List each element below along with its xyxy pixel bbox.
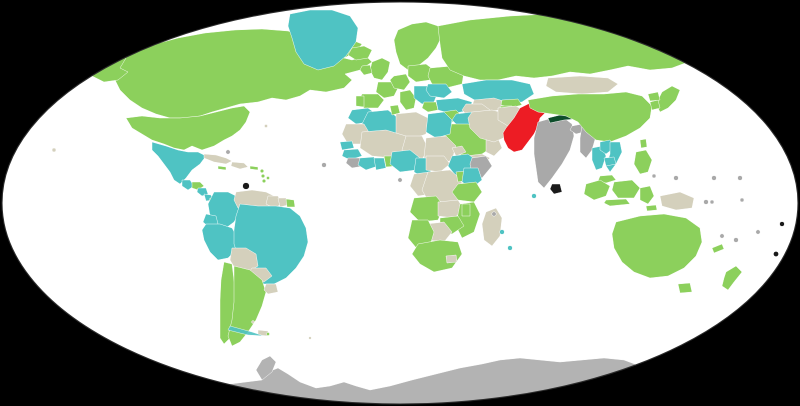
country-solomon-islands [703, 199, 709, 205]
country-greenland [287, 9, 359, 71]
country-philippines [633, 149, 653, 175]
country-jamaica [217, 165, 227, 171]
country-kazakhstan [461, 79, 535, 105]
country-cook-islands [779, 221, 785, 227]
country-tasmania [677, 282, 693, 294]
country-portugal [355, 95, 365, 108]
country-cambodia [603, 156, 617, 167]
country-tuvalu [739, 197, 745, 203]
country-indonesia-borneo [611, 179, 641, 199]
country-iceland [347, 45, 373, 61]
island-marker-c [251, 320, 255, 324]
country-puerto-rico [249, 165, 259, 171]
country-lesotho [445, 254, 458, 264]
country-ghana [373, 157, 387, 171]
island-south-georgia [227, 325, 265, 337]
country-nauru [709, 199, 715, 205]
country-ivory-coast [357, 156, 379, 171]
country-peru [201, 223, 239, 261]
country-cuba [203, 153, 233, 165]
country-indonesia-java [603, 198, 631, 207]
country-senegal-gambia [339, 140, 355, 151]
country-french-guiana [285, 198, 296, 208]
country-sri-lanka [549, 183, 563, 195]
region-north-america [83, 9, 373, 205]
country-sao-tome [397, 177, 403, 183]
country-china [527, 91, 653, 143]
country-taiwan [639, 138, 648, 149]
country-south-korea [649, 99, 661, 111]
country-ireland [359, 64, 373, 76]
country-eritrea [451, 145, 467, 157]
country-hispaniola [230, 161, 249, 170]
country-comoros [491, 211, 497, 217]
country-indonesia-sulawesi [639, 185, 655, 205]
country-united-states [125, 105, 251, 151]
region-africa [321, 104, 513, 273]
country-bermuda [264, 124, 268, 128]
region-east-southeast-asia [527, 85, 695, 212]
country-mongolia [545, 75, 619, 95]
country-micronesia [673, 175, 679, 181]
country-mexico [151, 141, 207, 185]
country-seychelles [499, 229, 505, 235]
island-marker-a [266, 332, 270, 336]
country-madagascar [481, 207, 503, 247]
country-italy [399, 89, 417, 111]
country-timor-leste [645, 204, 658, 212]
country-barbados [266, 176, 270, 180]
country-germany [389, 73, 411, 91]
country-uruguay [263, 283, 279, 295]
southern-islands [227, 320, 312, 340]
country-bahamas [225, 149, 231, 155]
country-australia [611, 213, 703, 279]
country-trinidad-and-tobago [242, 182, 250, 190]
country-hawaii-marker [51, 147, 57, 153]
country-argentina [227, 265, 267, 347]
country-dominica [260, 173, 266, 179]
country-south-africa [411, 239, 463, 273]
country-marshall-islands [711, 175, 717, 181]
country-angola [409, 195, 445, 223]
country-samoa [755, 229, 761, 235]
country-saint-lucia [261, 178, 267, 184]
region-oceania [51, 147, 785, 294]
island-marker-b [308, 336, 312, 340]
country-malawi [461, 203, 471, 217]
country-indonesia-sumatra [583, 179, 611, 201]
country-cape-verde [321, 162, 327, 168]
country-mauritius [507, 245, 513, 251]
country-egypt [425, 111, 453, 139]
country-fiji [733, 237, 739, 243]
country-new-caledonia [711, 243, 725, 254]
country-greece [421, 101, 439, 113]
country-romania-bulgaria [425, 83, 453, 99]
country-guatemala [181, 179, 195, 191]
country-maldives [531, 193, 537, 199]
country-palau [651, 173, 657, 179]
country-central-african-republic [425, 155, 451, 173]
country-malaysia [597, 174, 617, 184]
country-vanuatu [719, 233, 725, 239]
country-papua-new-guinea [659, 191, 695, 211]
country-antigua [259, 168, 265, 174]
country-north-korea [647, 91, 661, 102]
country-falkland-islands [257, 329, 269, 337]
country-norway-sweden-finland [393, 21, 443, 71]
antarctica-peninsula [255, 355, 277, 381]
country-new-zealand [721, 265, 743, 291]
country-tonga [773, 251, 779, 257]
region-south-america [201, 189, 309, 347]
country-kiribati [737, 175, 743, 181]
country-tunisia [389, 104, 401, 116]
